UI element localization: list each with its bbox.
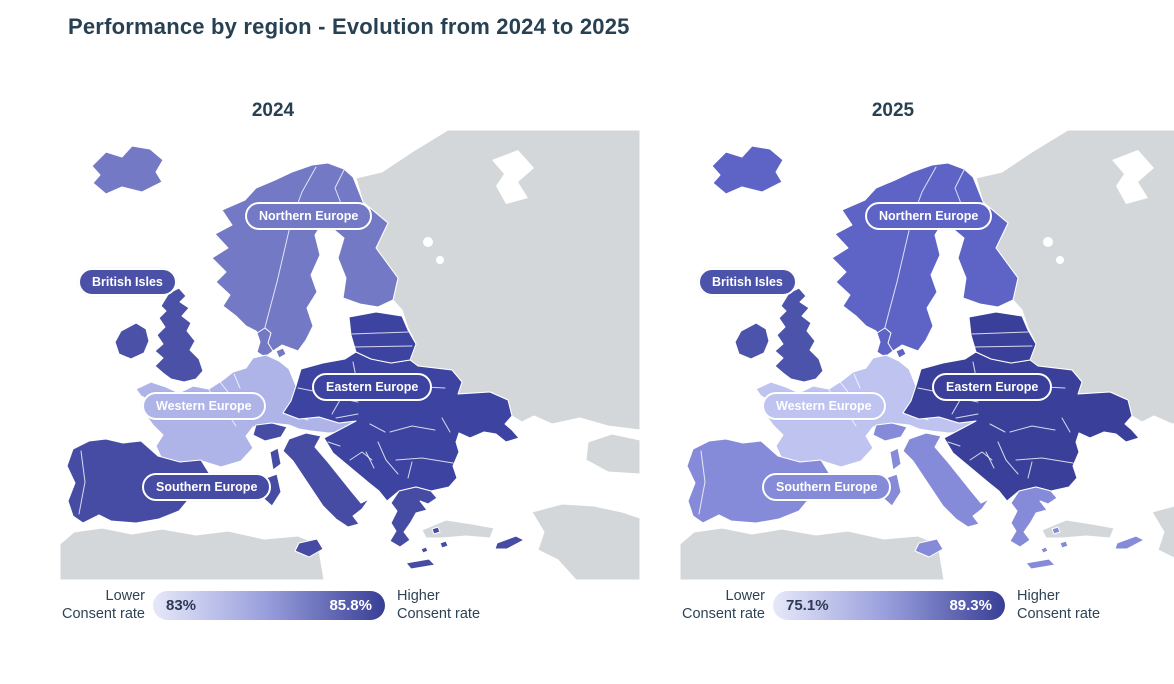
region-label-western-europe: Western Europe <box>142 392 266 420</box>
legend-higher-label: Higher Consent rate <box>1017 588 1101 622</box>
region-label-southern-europe: Southern Europe <box>142 473 272 501</box>
scale-min-value: 75.1% <box>786 597 829 615</box>
color-scale-2024: 83% 85.8% <box>153 591 385 621</box>
page-title: Performance by region - Evolution from 2… <box>68 14 630 39</box>
choropleth-svg-2025[interactable] <box>680 130 1174 580</box>
legend-lower-label: Lower Consent rate <box>61 588 145 622</box>
year-heading-2025: 2025 <box>871 100 915 121</box>
europe-map-2025[interactable]: Northern Europe British Isles Western Eu… <box>680 130 1174 580</box>
legend-higher-label: Higher Consent rate <box>397 588 481 622</box>
europe-map-2024[interactable]: Northern Europe British Isles Western Eu… <box>60 130 640 580</box>
region-label-northern-europe: Northern Europe <box>865 202 993 230</box>
scale-max-value: 89.3% <box>949 597 992 615</box>
region-label-southern-europe: Southern Europe <box>762 473 892 501</box>
legend-lower-label: Lower Consent rate <box>681 588 765 622</box>
year-heading-2024: 2024 <box>251 100 295 121</box>
region-label-eastern-europe: Eastern Europe <box>932 373 1053 401</box>
region-label-british-isles: British Isles <box>78 268 177 296</box>
region-label-eastern-europe: Eastern Europe <box>312 373 433 401</box>
region-label-british-isles: British Isles <box>698 268 797 296</box>
choropleth-svg-2024[interactable] <box>60 130 640 580</box>
region-label-western-europe: Western Europe <box>762 392 886 420</box>
color-scale-2025: 75.1% 89.3% <box>773 591 1005 621</box>
legend-2025: Lower Consent rate 75.1% 89.3% Higher Co… <box>680 588 1100 623</box>
scale-min-value: 83% <box>166 597 197 615</box>
legend-2024: Lower Consent rate 83% 85.8% Higher Cons… <box>60 588 480 623</box>
region-label-northern-europe: Northern Europe <box>245 202 373 230</box>
scale-max-value: 85.8% <box>329 597 372 615</box>
